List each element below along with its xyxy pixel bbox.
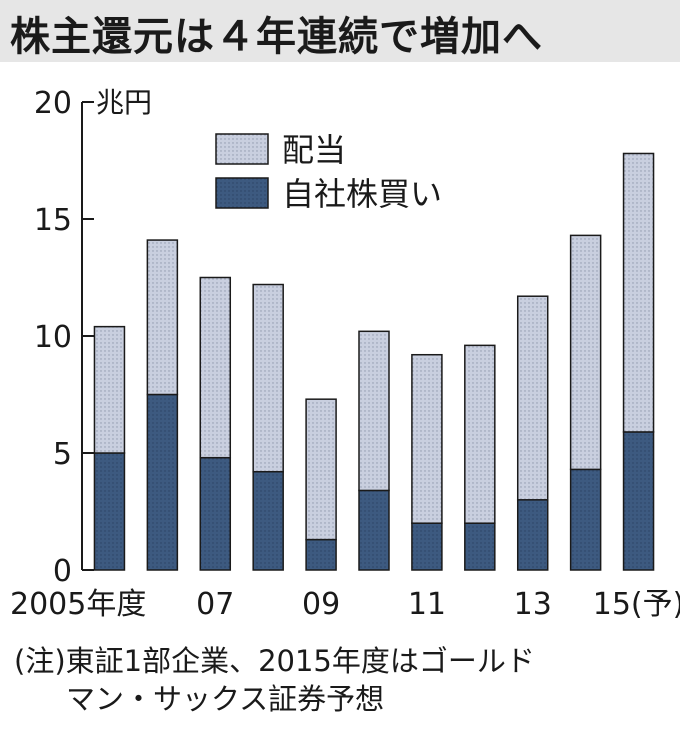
bar-dividend xyxy=(464,344,496,524)
bar-dividend xyxy=(252,283,284,473)
bar-dividend xyxy=(411,353,443,524)
legend-swatch xyxy=(215,177,269,209)
y-tick-label: 15 xyxy=(34,203,72,238)
x-tick-label: 11 xyxy=(408,587,446,622)
x-tick-label: 07 xyxy=(196,587,234,622)
bar-dividend xyxy=(622,152,655,433)
chart-title: 株主還元は４年連続で増加へ xyxy=(10,14,543,60)
bar-dividend xyxy=(305,398,337,541)
x-tick-label: 2005年度 xyxy=(10,587,146,622)
bar-buyback xyxy=(411,522,443,571)
bar-dividend xyxy=(93,325,126,454)
title-bar xyxy=(0,0,680,62)
bar-buyback xyxy=(516,499,549,571)
bar-buyback xyxy=(199,456,232,571)
bar-buyback xyxy=(358,489,390,571)
footnote-line-1: (注)東証1部企業、2015年度はゴールド xyxy=(14,644,535,678)
y-tick-label: 5 xyxy=(53,437,72,472)
legend-label: 自社株買い xyxy=(282,175,442,213)
x-tick-label: 13 xyxy=(514,587,552,622)
y-tick-label: 0 xyxy=(53,554,72,589)
footnote-line-2: マン・サックス証券予想 xyxy=(66,682,385,716)
footnote: (注)東証1部企業、2015年度はゴールド マン・サックス証券予想 xyxy=(14,642,535,718)
bar-dividend xyxy=(199,276,232,459)
bar-buyback xyxy=(622,431,655,571)
y-tick-label: 10 xyxy=(34,320,72,355)
bar-buyback xyxy=(464,522,496,571)
legend-label: 配当 xyxy=(282,131,346,169)
y-axis-unit-label: 兆円 xyxy=(96,86,152,119)
y-tick-label: 20 xyxy=(34,86,72,121)
x-tick-label: 09 xyxy=(302,587,340,622)
x-tick-label: 15(予) xyxy=(593,587,680,622)
bar-dividend xyxy=(146,239,179,396)
bar-buyback xyxy=(305,538,337,571)
bar-dividend xyxy=(516,295,549,501)
legend-swatch xyxy=(215,133,269,165)
bar-buyback xyxy=(252,470,284,571)
bar-buyback xyxy=(93,452,126,571)
bar-buyback xyxy=(569,468,602,571)
bar-dividend xyxy=(358,330,390,492)
bar-buyback xyxy=(146,393,179,571)
bar-dividend xyxy=(569,234,602,471)
